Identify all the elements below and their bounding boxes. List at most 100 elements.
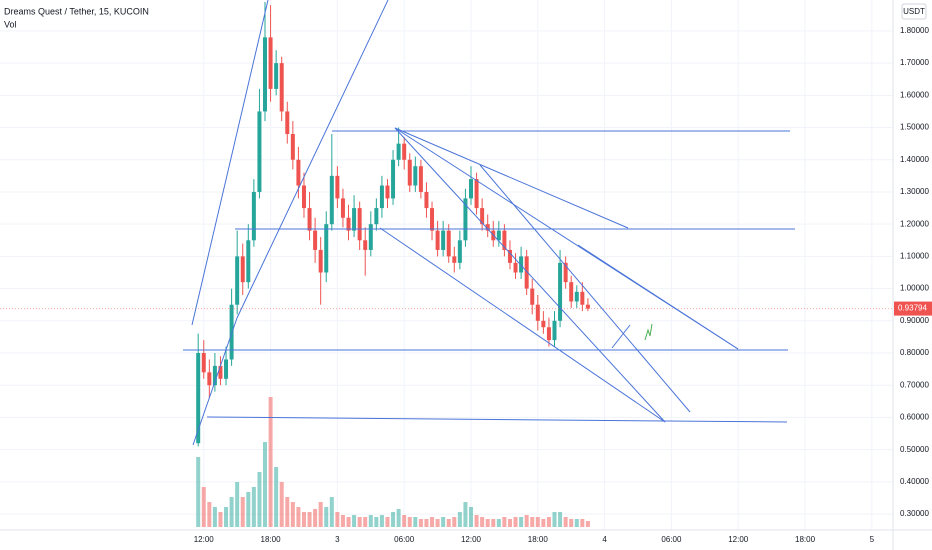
volume-bar — [240, 497, 245, 527]
candle-body — [502, 230, 507, 250]
candle-body — [196, 353, 201, 444]
candle-body — [368, 224, 373, 250]
volume-bar — [352, 515, 357, 527]
candle-body — [402, 143, 407, 160]
x-tick-label: 06:00 — [661, 535, 682, 544]
candle-body — [379, 185, 384, 209]
volume-bar — [263, 442, 268, 527]
volume-bar — [235, 482, 240, 527]
volume-bar — [541, 519, 546, 527]
candle-body — [552, 320, 557, 341]
trend-line — [479, 164, 691, 413]
volume-bar — [357, 517, 362, 527]
y-tick-label: 0.40000 — [900, 477, 929, 486]
volume-bar — [463, 502, 468, 527]
candle-body — [290, 133, 295, 160]
candle-body — [535, 304, 540, 321]
chart-title: Dreams Quest / Tether, 15, KUCOIN — [4, 6, 149, 16]
volume-bar — [546, 517, 551, 527]
volume-bar — [318, 502, 323, 527]
trend-line — [192, 317, 238, 446]
candle-body — [468, 179, 473, 199]
candle-body — [235, 256, 240, 305]
candle-body — [240, 256, 245, 283]
volume-bar — [457, 512, 462, 527]
x-tick-label: 12:00 — [194, 535, 215, 544]
volume-bar — [569, 519, 574, 527]
volume-label: Vol — [4, 19, 17, 29]
volume-bar — [585, 521, 590, 527]
trend-line — [236, 0, 389, 319]
currency-box — [901, 3, 927, 20]
volume-bar — [201, 487, 206, 527]
candle-body — [274, 63, 279, 89]
candle-body — [296, 159, 301, 186]
candle-body — [474, 179, 479, 209]
x-tick-label: 18:00 — [528, 535, 549, 544]
x-tick-label: 06:00 — [394, 535, 415, 544]
candle-body — [318, 249, 323, 273]
trend-line — [394, 127, 629, 229]
volume-bar — [513, 517, 518, 527]
candle-body — [441, 230, 446, 250]
volume-bar — [324, 507, 329, 527]
candle-layer — [0, 1, 893, 447]
candle-body — [452, 256, 457, 263]
volume-bar — [452, 517, 457, 527]
volume-bar — [212, 507, 217, 527]
volume-bar — [558, 512, 563, 527]
currency-label: USDT — [903, 7, 925, 16]
volume-bar — [474, 515, 479, 527]
volume-bar — [485, 519, 490, 527]
x-tick-label: 5 — [870, 535, 875, 544]
trend-line — [577, 244, 739, 350]
volume-bar — [335, 512, 340, 527]
volume-bar — [407, 517, 412, 527]
trend-line — [191, 0, 269, 326]
candle-body — [212, 365, 217, 386]
y-tick-label: 1.20000 — [900, 219, 929, 228]
grid — [0, 0, 893, 530]
volume-bar — [535, 517, 540, 527]
x-tick-label: 12:00 — [728, 535, 749, 544]
volume-bar — [385, 517, 390, 527]
volume-bar — [329, 497, 334, 527]
volume-bar — [285, 497, 290, 527]
candle-body — [263, 37, 268, 112]
candle-body — [424, 191, 429, 209]
volume-bar — [279, 482, 284, 527]
volume-bar — [468, 507, 473, 527]
y-tick-label: 1.30000 — [900, 187, 929, 196]
candle-body — [218, 365, 223, 379]
candle-body — [546, 327, 551, 341]
candle-body — [340, 198, 345, 218]
volume-bar — [424, 519, 429, 527]
y-tick-label: 0.60000 — [900, 413, 929, 422]
trend-line — [379, 227, 666, 423]
volume-bar — [374, 517, 379, 527]
trend-line — [206, 416, 788, 423]
volume-bar — [430, 517, 435, 527]
candle-body — [396, 143, 401, 160]
x-tick-label: 18:00 — [261, 535, 282, 544]
y-tick-label: 1.50000 — [900, 123, 929, 132]
candle-body — [285, 111, 290, 134]
candle-body — [268, 37, 273, 89]
y-tick-label: 1.60000 — [900, 90, 929, 99]
volume-bar — [502, 517, 507, 527]
candle-body — [563, 262, 568, 283]
drawings — [183, 0, 795, 446]
candle-body — [541, 320, 546, 328]
volume-bar — [391, 512, 396, 527]
y-tick-label: 1.70000 — [900, 58, 929, 67]
volume-bar — [402, 515, 407, 527]
volume-bar — [346, 517, 351, 527]
candle-body — [513, 262, 518, 273]
candle-body — [457, 240, 462, 263]
candle-body — [313, 230, 318, 250]
volume-bar — [218, 512, 223, 527]
candle-body — [335, 175, 340, 199]
volume-bar — [368, 515, 373, 527]
volume-bar — [251, 487, 256, 527]
candle-body — [201, 353, 206, 373]
